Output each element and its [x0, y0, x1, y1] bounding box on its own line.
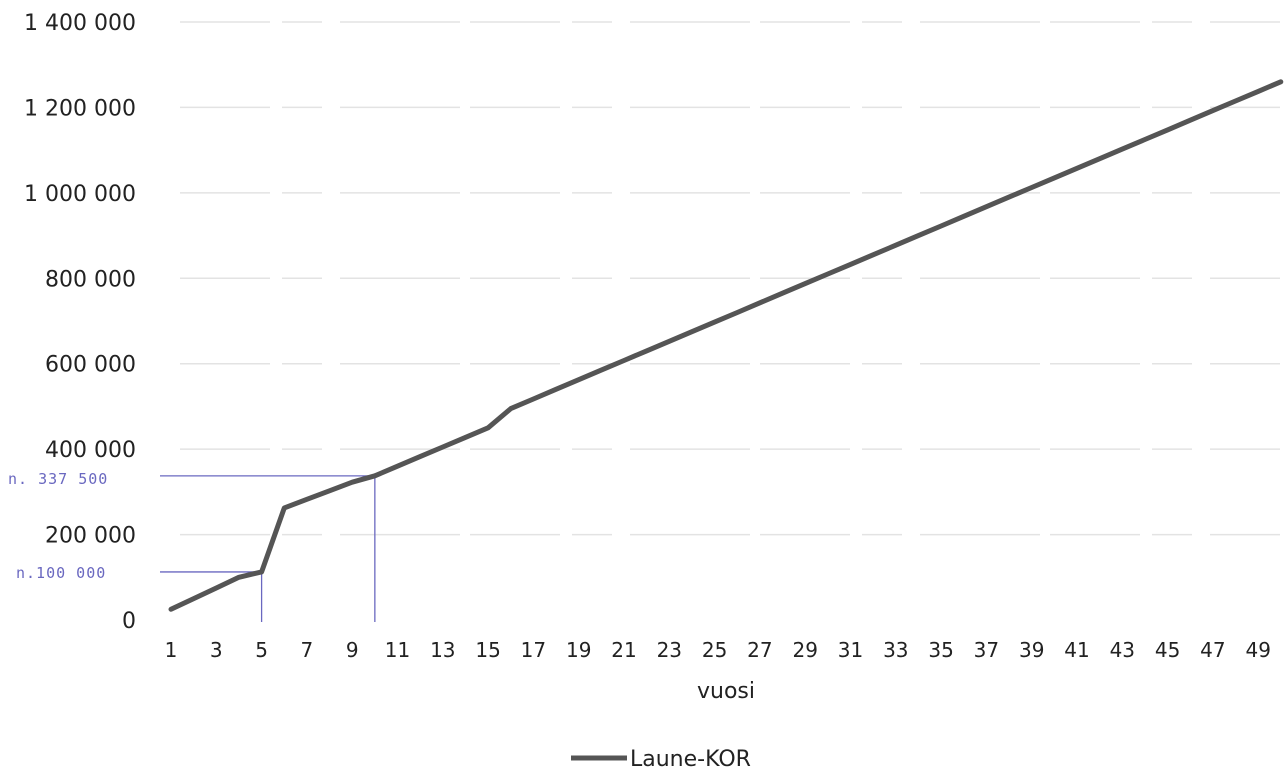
x-tick-label: 31 [838, 638, 863, 662]
annotations: n. 337 500 n.100 000 [8, 470, 376, 622]
x-axis-title: vuosi [697, 679, 755, 704]
x-tick-label: 21 [611, 638, 636, 662]
y-tick-label: 0 [122, 609, 136, 634]
x-axis-ticks: 1 3 5 7 9 11 13 15 17 19 21 23 25 27 29 31 33 35 37 39 41 43 4… [165, 638, 1271, 662]
y-tick-label: 1 200 000 [24, 96, 136, 121]
x-tick-label: 35 [928, 638, 953, 662]
y-tick-label: 400 000 [45, 438, 136, 463]
x-tick-label: 17 [521, 638, 546, 662]
annotation-label: n.100 000 [16, 564, 106, 582]
y-axis-ticks: 0 200 000 400 000 600 000 800 000 1 000 000 1 … [24, 11, 136, 634]
y-tick-label: 800 000 [45, 267, 136, 292]
x-tick-label: 9 [346, 638, 359, 662]
legend: Laune-KOR [571, 747, 751, 769]
x-tick-label: 33 [883, 638, 908, 662]
x-tick-label: 25 [702, 638, 727, 662]
legend-label-laune-kor: Laune-KOR [630, 747, 751, 769]
x-tick-label: 1 [165, 638, 178, 662]
x-tick-label: 43 [1110, 638, 1135, 662]
x-tick-label: 11 [385, 638, 410, 662]
series-line-0 [168, 79, 1284, 612]
x-tick-label: 45 [1155, 638, 1180, 662]
x-tick-label: 13 [430, 638, 455, 662]
x-tick-label: 39 [1019, 638, 1044, 662]
x-tick-label: 41 [1064, 638, 1089, 662]
x-tick-label: 49 [1245, 638, 1270, 662]
y-tick-label: 200 000 [45, 524, 136, 549]
x-tick-label: 19 [566, 638, 591, 662]
y-tick-label: 600 000 [45, 353, 136, 378]
x-tick-label: 27 [747, 638, 772, 662]
x-tick-label: 3 [210, 638, 223, 662]
gridlines [180, 21, 1280, 536]
y-tick-label: 1 400 000 [24, 11, 136, 36]
x-tick-label: 15 [475, 638, 500, 662]
annotation-label: n. 337 500 [8, 470, 108, 488]
y-tick-label: 1 000 000 [24, 182, 136, 207]
series [168, 79, 1284, 612]
x-tick-label: 37 [974, 638, 999, 662]
x-tick-label: 29 [792, 638, 817, 662]
x-tick-label: 7 [301, 638, 314, 662]
x-tick-label: 47 [1200, 638, 1225, 662]
x-tick-label: 23 [657, 638, 682, 662]
x-tick-label: 5 [255, 638, 268, 662]
